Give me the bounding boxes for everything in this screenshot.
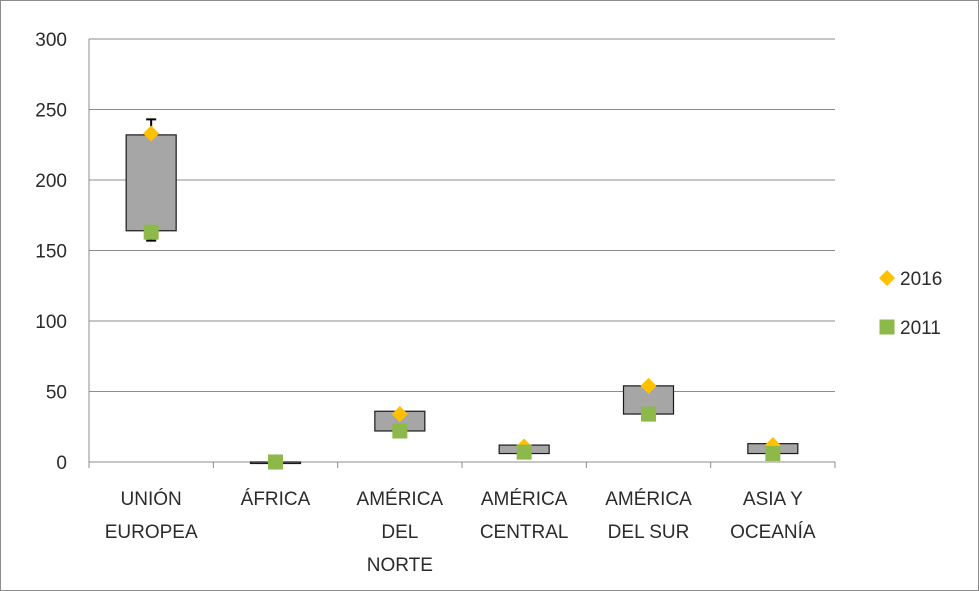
legend-item-2011: 2011 (879, 318, 941, 339)
data-markers (143, 125, 781, 470)
x-category-label-line: CENTRAL (480, 522, 569, 543)
x-category-label-line: AMÉRICA (357, 489, 444, 510)
x-category-label: AMÉRICA CENTRAL (480, 489, 569, 543)
x-category-label-line: DEL SUR (608, 522, 690, 543)
gridlines (89, 38, 835, 392)
x-category-label-line: AMÉRICA (481, 489, 568, 510)
marker-2011 (765, 446, 781, 462)
legend-marker-2016 (879, 270, 895, 286)
x-category-label-line: NORTE (367, 555, 433, 576)
y-tick-label: 100 (35, 312, 67, 333)
x-category-label-line: ASIA Y (743, 489, 803, 510)
x-category-label: ÁFRICA (241, 489, 311, 510)
x-category-label-line: AMÉRICA (605, 489, 692, 510)
axes (88, 39, 836, 468)
legend-label: 2016 (900, 269, 942, 290)
x-category-label: ASIA Y OCEANÍA (730, 489, 816, 543)
range-box (125, 134, 177, 232)
x-category-label: UNIÓN EUROPEA (105, 488, 198, 543)
marker-2011 (641, 406, 656, 422)
marker-2011 (516, 444, 532, 460)
legend-marker-2011 (879, 319, 895, 335)
x-category-label-line: ÁFRICA (241, 489, 311, 510)
x-category-label-line: UNIÓN (121, 488, 182, 510)
x-category-label-line: OCEANÍA (730, 522, 816, 543)
legend: 2016 2011 (879, 269, 942, 339)
x-category-label: AMÉRICA DEL SUR (605, 489, 692, 543)
y-axis-tick-labels: 0 50 100 150 200 250 300 (35, 30, 67, 474)
y-tick-label: 250 (35, 101, 67, 122)
x-category-label-line: DEL (381, 522, 418, 543)
marker-2016 (143, 125, 160, 142)
marker-2016 (391, 406, 408, 423)
y-tick-label: 300 (35, 30, 67, 51)
y-tick-label: 50 (46, 383, 67, 404)
range-boxes (125, 118, 799, 465)
y-tick-label: 200 (35, 171, 67, 192)
marker-2011 (392, 423, 408, 439)
legend-item-2016: 2016 (879, 269, 942, 290)
marker-2011 (268, 454, 283, 470)
marker-2016 (640, 377, 657, 394)
x-category-label-line: EUROPEA (105, 522, 198, 543)
y-tick-label: 150 (35, 242, 67, 263)
x-category-label: AMÉRICA DEL NORTE (357, 489, 444, 576)
legend-label: 2011 (900, 318, 941, 339)
y-tick-label: 0 (56, 453, 67, 474)
marker-2011 (143, 224, 159, 240)
